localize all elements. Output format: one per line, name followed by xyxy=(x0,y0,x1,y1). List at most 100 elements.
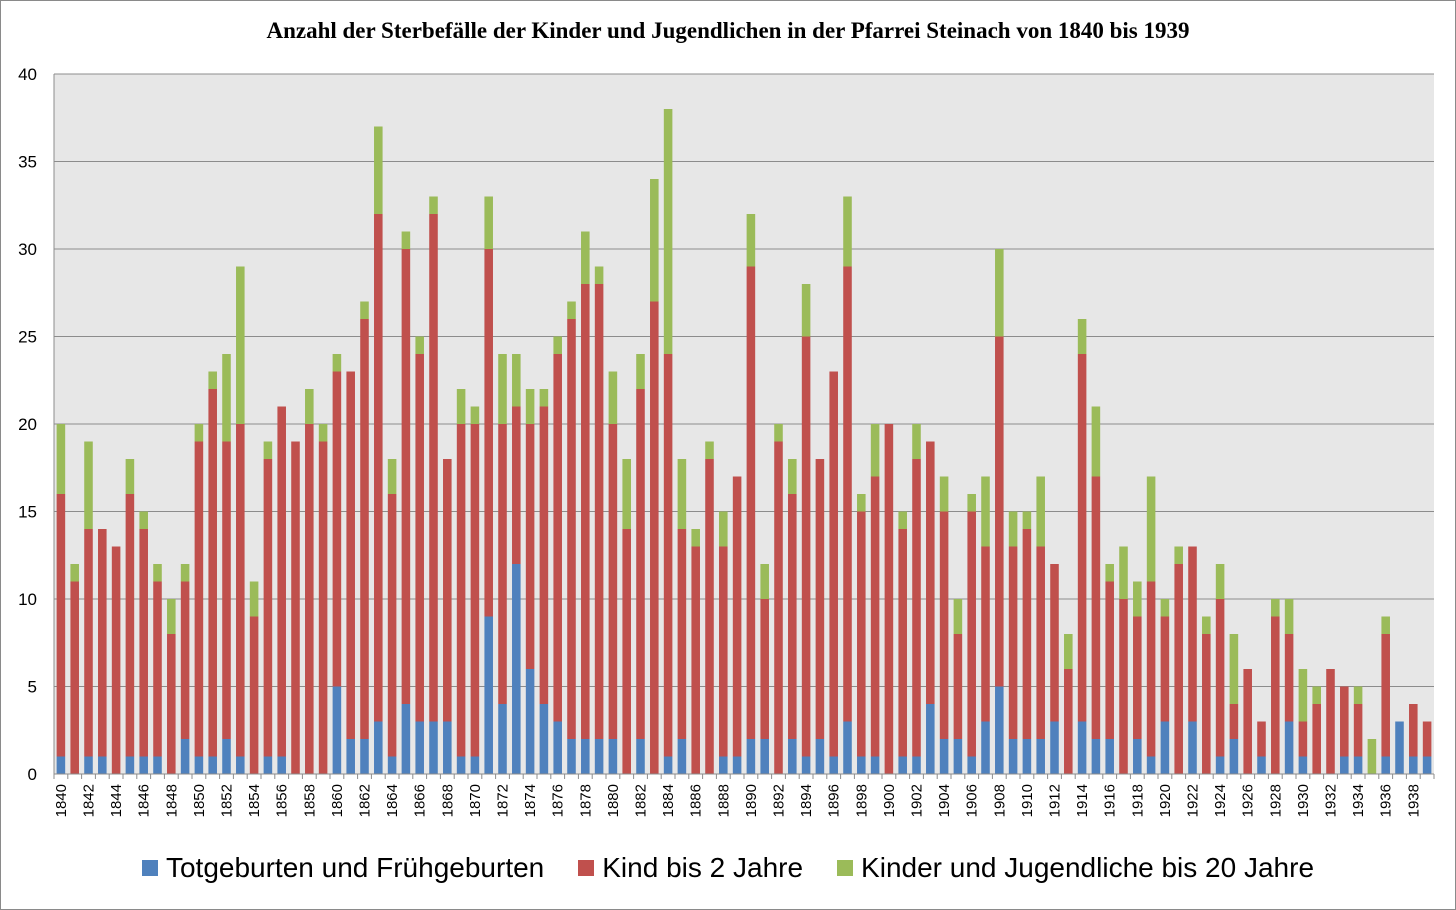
bar-segment-child xyxy=(567,319,576,739)
bar-segment-child xyxy=(456,424,466,757)
bar-segment-stillbirths xyxy=(525,669,535,774)
bar-segment-child xyxy=(222,441,231,739)
bar-segment-stillbirths xyxy=(1036,739,1045,774)
bar-segment-youth xyxy=(1091,406,1101,477)
bar-segment-stillbirths xyxy=(139,756,148,774)
bar-segment-youth xyxy=(456,389,466,424)
bar-segment-stillbirths xyxy=(677,739,687,774)
x-tick-label: 1848 xyxy=(163,784,180,817)
bar-segment-stillbirths xyxy=(663,756,673,774)
bar-segment-stillbirths xyxy=(746,739,756,774)
bars xyxy=(56,109,1432,774)
bar-segment-child xyxy=(1119,599,1128,774)
x-tick-label: 1860 xyxy=(329,784,346,817)
bar-segment-youth xyxy=(801,284,811,337)
bar-segment-child xyxy=(663,354,673,757)
bar-segment-child xyxy=(277,406,286,757)
x-tick-label: 1918 xyxy=(1129,784,1146,817)
x-tick-label: 1922 xyxy=(1185,784,1202,817)
bar-segment-stillbirths xyxy=(98,756,107,774)
bar-segment-stillbirths xyxy=(857,756,866,774)
bar-segment-stillbirths xyxy=(332,686,342,774)
bar-segment-child xyxy=(1064,669,1073,774)
bar-segment-youth xyxy=(857,494,866,512)
bar-segment-stillbirths xyxy=(484,616,493,774)
x-tick-label: 1934 xyxy=(1350,784,1367,817)
bar-segment-youth xyxy=(429,196,438,214)
bar-segment-youth xyxy=(1381,616,1390,634)
legend-label: Kind bis 2 Jahre xyxy=(602,852,804,883)
bar-segment-child xyxy=(1340,686,1349,757)
x-tick-label: 1842 xyxy=(81,784,98,817)
bar-segment-youth xyxy=(1077,319,1087,354)
y-tick-label: 20 xyxy=(18,415,37,434)
bar-segment-stillbirths xyxy=(1022,739,1032,774)
y-tick-label: 30 xyxy=(18,240,37,259)
bar-segment-child xyxy=(263,459,273,757)
bar-segment-child xyxy=(870,476,880,757)
bar-segment-youth xyxy=(1174,546,1183,564)
bar-segment-stillbirths xyxy=(788,739,797,774)
bar-segment-child xyxy=(332,371,342,687)
bar-segment-youth xyxy=(512,354,521,407)
bar-segment-child xyxy=(443,459,452,722)
x-tick-label: 1856 xyxy=(274,784,291,817)
bar-segment-stillbirths xyxy=(939,739,949,774)
bar-segment-child xyxy=(953,634,963,739)
bar-segment-youth xyxy=(1160,599,1170,617)
legend-item-stillbirths: Totgeburten und Frühgeburten xyxy=(141,852,544,884)
bar-segment-youth xyxy=(498,354,507,424)
bar-segment-youth xyxy=(360,301,369,319)
bar-segment-stillbirths xyxy=(843,721,852,774)
bar-segment-youth xyxy=(1036,476,1045,547)
bar-segment-child xyxy=(401,249,411,704)
chart-title: Anzahl der Sterbefälle der Kinder und Ju… xyxy=(266,18,1190,43)
bar-segment-child xyxy=(1202,634,1211,774)
y-tick-label: 15 xyxy=(18,503,37,522)
bar-segment-stillbirths xyxy=(981,721,990,774)
x-tick-label: 1926 xyxy=(1240,784,1257,817)
x-tick-label: 1908 xyxy=(991,784,1008,817)
x-tick-label: 1898 xyxy=(853,784,870,817)
bar-segment-child xyxy=(857,511,866,757)
x-tick-label: 1894 xyxy=(798,784,815,817)
x-tick-label: 1896 xyxy=(826,784,843,817)
bar-segment-child xyxy=(553,354,562,722)
bar-segment-youth xyxy=(622,459,631,529)
bar-segment-stillbirths xyxy=(829,756,838,774)
bar-segment-child xyxy=(305,424,314,774)
bar-segment-child xyxy=(111,546,121,774)
bar-segment-stillbirths xyxy=(1353,756,1363,774)
bar-segment-stillbirths xyxy=(1160,721,1170,774)
bar-segment-child xyxy=(194,441,204,757)
bar-segment-stillbirths xyxy=(1133,739,1142,774)
y-tick-label: 0 xyxy=(28,765,37,784)
x-tick-label: 1858 xyxy=(301,784,318,817)
bar-segment-child xyxy=(1174,564,1183,774)
bar-segment-child xyxy=(1077,354,1087,722)
bar-segment-stillbirths xyxy=(374,721,383,774)
y-tick-label: 10 xyxy=(18,590,37,609)
bar-segment-youth xyxy=(249,581,259,617)
bar-segment-child xyxy=(415,354,424,722)
bar-segment-youth xyxy=(305,389,314,424)
bar-segment-child xyxy=(622,529,631,774)
bar-segment-youth xyxy=(594,266,604,284)
bar-segment-child xyxy=(1381,634,1390,757)
bar-segment-youth xyxy=(553,336,562,354)
legend-swatch-blue xyxy=(141,860,158,876)
bar-segment-child xyxy=(608,424,618,739)
x-tick-label: 1920 xyxy=(1157,784,1174,817)
bar-segment-youth xyxy=(691,529,700,547)
bar-segment-child xyxy=(1271,616,1280,774)
bar-segment-child xyxy=(705,459,714,774)
bar-segment-youth xyxy=(263,441,273,459)
bar-segment-youth xyxy=(939,476,949,512)
bar-segment-child xyxy=(167,634,176,774)
bar-segment-youth xyxy=(898,511,907,529)
bar-segment-child xyxy=(484,249,493,617)
bar-segment-youth xyxy=(1133,581,1142,617)
bar-segment-child xyxy=(1243,669,1252,774)
bar-segment-youth xyxy=(415,336,424,354)
